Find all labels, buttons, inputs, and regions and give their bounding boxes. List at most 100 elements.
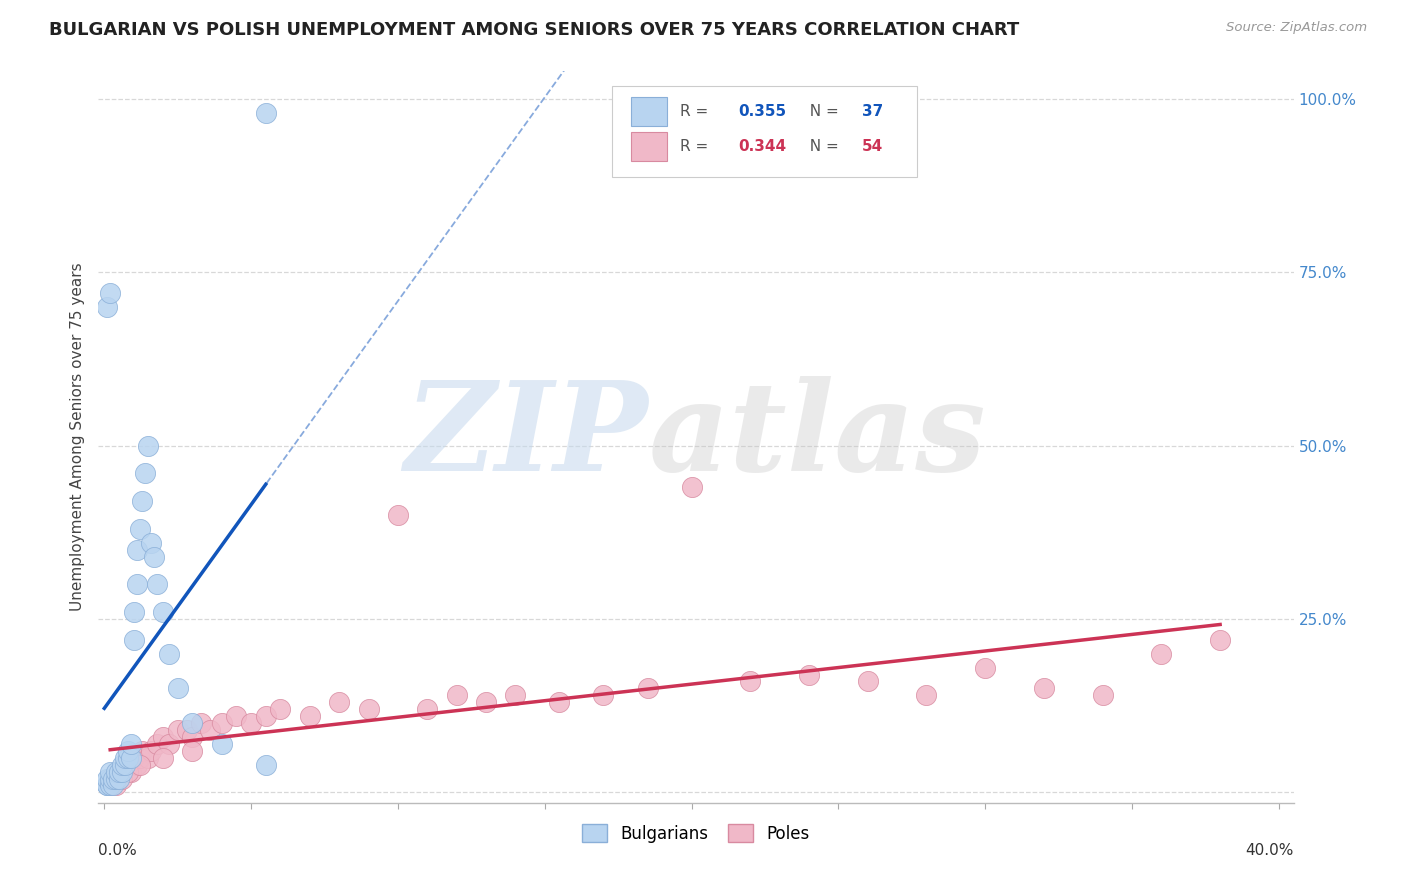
Point [101, 772, 124, 786]
Point [1091, 689, 1114, 703]
Point [475, 695, 498, 709]
Point [105, 779, 128, 793]
Text: 0.0%: 0.0% [98, 843, 138, 858]
Point [681, 480, 703, 494]
Text: 0.355: 0.355 [738, 104, 786, 120]
Point [120, 737, 142, 751]
Point [96, 300, 118, 314]
Legend: Bulgarians, Poles: Bulgarians, Poles [575, 818, 817, 849]
Text: 40.0%: 40.0% [1246, 843, 1294, 858]
Point [101, 779, 124, 793]
Point [157, 737, 180, 751]
Point [128, 750, 150, 764]
Point [108, 772, 131, 786]
Point [254, 709, 277, 723]
Point [152, 730, 174, 744]
Point [131, 494, 153, 508]
Text: R =: R = [681, 139, 714, 154]
Point [120, 750, 142, 764]
Text: 0.344: 0.344 [738, 139, 786, 154]
Point [117, 757, 139, 772]
Point [740, 674, 762, 689]
Point [1209, 632, 1232, 647]
Point [915, 689, 938, 703]
Point [105, 772, 128, 786]
Point [141, 536, 163, 550]
Point [152, 605, 174, 619]
Point [211, 716, 233, 731]
FancyBboxPatch shape [631, 97, 668, 127]
Point [198, 723, 221, 737]
Point [157, 647, 180, 661]
Point [856, 674, 879, 689]
Point [125, 757, 148, 772]
Point [637, 681, 659, 696]
Point [146, 577, 169, 591]
Point [111, 757, 134, 772]
Point [797, 667, 820, 681]
Point [143, 549, 166, 564]
Point [225, 709, 247, 723]
Point [298, 709, 321, 723]
Text: 54: 54 [862, 139, 883, 154]
Y-axis label: Unemployment Among Seniors over 75 years: Unemployment Among Seniors over 75 years [69, 263, 84, 611]
Point [122, 750, 145, 764]
Point [592, 689, 614, 703]
Text: 37: 37 [862, 104, 883, 120]
Point [125, 577, 148, 591]
Text: Source: ZipAtlas.com: Source: ZipAtlas.com [1226, 21, 1367, 35]
Point [181, 716, 204, 731]
Point [105, 772, 128, 786]
Point [108, 764, 131, 779]
Point [128, 522, 150, 536]
Point [181, 744, 204, 758]
Text: N =: N = [800, 139, 844, 154]
Point [357, 702, 380, 716]
Point [211, 737, 233, 751]
Point [416, 702, 439, 716]
Point [138, 439, 160, 453]
Point [138, 750, 160, 764]
Point [176, 723, 198, 737]
Point [128, 757, 150, 772]
Point [114, 757, 136, 772]
Point [240, 716, 263, 731]
Point [96, 772, 118, 786]
Point [98, 772, 121, 786]
Text: atlas: atlas [648, 376, 986, 498]
Point [96, 779, 118, 793]
FancyBboxPatch shape [613, 86, 917, 178]
Point [111, 772, 134, 786]
Point [166, 723, 188, 737]
Point [98, 286, 121, 301]
Point [122, 605, 145, 619]
Point [548, 695, 571, 709]
Point [96, 779, 118, 793]
Point [166, 681, 188, 696]
Point [125, 542, 148, 557]
Point [1150, 647, 1173, 661]
Text: BULGARIAN VS POLISH UNEMPLOYMENT AMONG SENIORS OVER 75 YEARS CORRELATION CHART: BULGARIAN VS POLISH UNEMPLOYMENT AMONG S… [49, 21, 1019, 39]
Text: R =: R = [681, 104, 714, 120]
Point [269, 702, 291, 716]
Point [1032, 681, 1054, 696]
Text: ZIP: ZIP [405, 376, 648, 498]
Point [101, 772, 124, 786]
Point [190, 716, 212, 731]
Point [117, 750, 139, 764]
Point [152, 750, 174, 764]
Point [108, 764, 131, 779]
Point [134, 467, 156, 481]
Point [111, 764, 134, 779]
Point [117, 744, 139, 758]
Point [505, 689, 527, 703]
Point [181, 730, 204, 744]
Point [111, 764, 134, 779]
Point [446, 689, 468, 703]
Text: N =: N = [800, 104, 844, 120]
Point [117, 764, 139, 779]
Point [98, 779, 121, 793]
Point [98, 764, 121, 779]
Point [254, 757, 277, 772]
Point [120, 764, 142, 779]
